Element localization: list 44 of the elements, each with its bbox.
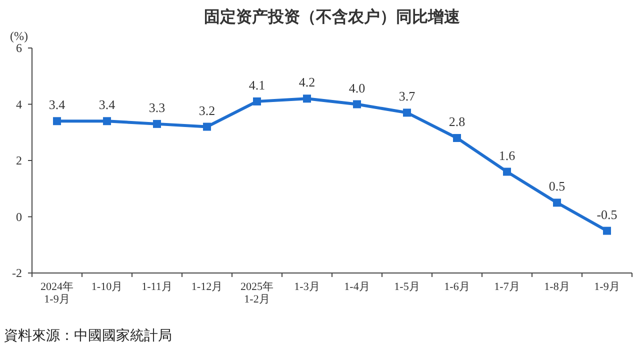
data-label: 2.8	[448, 114, 466, 129]
data-label: 3.2	[198, 102, 216, 118]
point	[503, 168, 511, 176]
point	[553, 198, 561, 207]
x-tick-label: 1-12月	[191, 281, 223, 293]
point	[253, 97, 261, 106]
point	[353, 100, 361, 108]
data-label: 3.7	[398, 88, 416, 104]
point	[453, 134, 461, 142]
data-label: 3.4	[48, 97, 66, 112]
point	[203, 122, 211, 131]
data-label: 4.1	[248, 77, 266, 92]
x-tick-label: 1-8月	[544, 281, 570, 293]
x-tick-label: 1-11月	[142, 281, 172, 293]
chart-title: 固定资产投资（不含农户）同比增速	[204, 8, 461, 26]
point	[53, 117, 61, 126]
data-label: 4.2	[298, 74, 316, 90]
x-tick-label: 1-6月	[444, 281, 470, 293]
y-axis-title: (%)	[10, 29, 28, 43]
data-label: 0.5	[548, 178, 566, 194]
point	[303, 94, 311, 103]
y-tick-label: 2	[16, 154, 22, 168]
data-label: 4.0	[348, 80, 366, 96]
x-tick-label: 1-5月	[394, 281, 420, 293]
data-label: 3.3	[148, 100, 166, 115]
source-note: 資料來源：中國國家統計局	[4, 327, 172, 343]
point	[153, 120, 161, 128]
y-tick-label: -2	[12, 266, 22, 280]
point	[603, 226, 611, 235]
x-tick-label: 1-10月	[91, 281, 123, 293]
y-tick-label: 6	[16, 41, 22, 55]
y-tick-label: 4	[16, 97, 22, 112]
x-tick-label: 1-9月	[594, 281, 620, 293]
x-tick-label: 1-3月	[294, 281, 320, 293]
x-tick-label: 2025年 1-2月	[240, 281, 274, 306]
point	[103, 117, 111, 126]
data-label: 3.4	[98, 97, 116, 112]
data-label: -0.5	[596, 206, 618, 222]
data-label: 1.6	[498, 148, 516, 163]
x-tick-label: 2024年 1-9月	[40, 281, 74, 306]
x-tick-label: 1-7月	[494, 281, 520, 293]
y-tick-label: 0	[16, 210, 22, 224]
point	[403, 108, 411, 117]
x-tick-label: 1-4月	[344, 281, 370, 293]
